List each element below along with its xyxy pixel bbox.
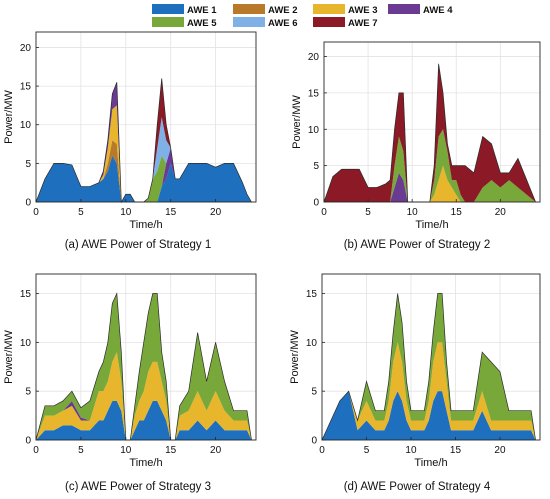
x-axis-label-b: Time/h bbox=[415, 219, 448, 231]
y-tick-label: 15 bbox=[20, 289, 32, 300]
legend-label-2: AWE 2 bbox=[268, 5, 298, 16]
legend-swatch-3 bbox=[313, 4, 345, 14]
legend-label-1: AWE 1 bbox=[187, 5, 217, 16]
panel-b: 0 5 10 15 20 0 5 10 15 20 Time/h Power/MW bbox=[291, 41, 541, 231]
caption-d: (d) AWE Power of Strategy 4 bbox=[344, 481, 491, 493]
x-tick-label: 20 bbox=[495, 207, 507, 218]
total-outline-d bbox=[321, 293, 536, 441]
caption-a: (a) AWE Power of Strategy 1 bbox=[65, 239, 212, 251]
area-awe-1-d bbox=[322, 391, 536, 440]
area-awe-1-a bbox=[36, 155, 252, 202]
total-outline-c bbox=[35, 292, 252, 441]
panel-a: 0 5 10 15 20 0 5 10 15 20 Time/h Power/MW bbox=[3, 31, 257, 231]
y-tick-label: 5 bbox=[313, 161, 319, 172]
axes-frame-b bbox=[323, 41, 541, 203]
caption-b: (b) AWE Power of Strategy 2 bbox=[344, 239, 491, 251]
legend: AWE 1 AWE 2 AWE 3 AWE 4 AWE 5 AWE 6 AWE 7 bbox=[152, 4, 453, 29]
legend-swatch-6 bbox=[233, 17, 265, 27]
x-tick-label: 10 bbox=[407, 207, 419, 218]
area-awe-5-c bbox=[36, 293, 252, 440]
legend-swatch-7 bbox=[313, 17, 345, 27]
axes-frame-d bbox=[321, 273, 541, 441]
axes-frame-c bbox=[35, 273, 257, 441]
y-tick-label: 10 bbox=[20, 120, 32, 131]
y-tick-label: 5 bbox=[25, 159, 31, 170]
legend-swatch-1 bbox=[152, 4, 184, 14]
area-awe-3-d bbox=[322, 342, 536, 440]
x-tick-label: 5 bbox=[365, 207, 371, 218]
y-axis-label-a: Power/MW bbox=[3, 89, 15, 143]
x-tick-label: 10 bbox=[120, 445, 132, 456]
y-tick-label: 0 bbox=[313, 198, 319, 209]
y-tick-label: 10 bbox=[306, 338, 318, 349]
legend-label-6: AWE 6 bbox=[268, 18, 298, 29]
x-tick-label: 15 bbox=[451, 207, 463, 218]
y-tick-label: 10 bbox=[308, 125, 320, 136]
x-tick-label: 0 bbox=[321, 207, 327, 218]
legend-label-4: AWE 4 bbox=[423, 5, 453, 16]
y-tick-label: 5 bbox=[311, 387, 317, 398]
x-tick-label: 20 bbox=[494, 445, 506, 456]
x-tick-label: 10 bbox=[405, 445, 417, 456]
axes-frame-a bbox=[35, 31, 257, 203]
x-tick-label: 5 bbox=[78, 445, 84, 456]
area-awe-3-c bbox=[36, 352, 252, 440]
y-axis-label-c: Power/MW bbox=[3, 329, 15, 383]
x-axis-label-d: Time/h bbox=[414, 457, 447, 469]
legend-swatch-5 bbox=[152, 17, 184, 27]
legend-label-3: AWE 3 bbox=[348, 5, 378, 16]
x-tick-label: 5 bbox=[364, 445, 370, 456]
y-axis-label-b: Power/MW bbox=[291, 94, 303, 148]
area-awe-5-b bbox=[324, 129, 536, 202]
x-tick-label: 5 bbox=[78, 207, 84, 218]
legend-swatch-2 bbox=[233, 4, 265, 14]
legend-label-7: AWE 7 bbox=[348, 18, 378, 29]
y-tick-label: 15 bbox=[308, 88, 320, 99]
y-tick-label: 0 bbox=[25, 198, 31, 209]
x-tick-label: 15 bbox=[165, 207, 177, 218]
y-tick-label: 0 bbox=[25, 436, 31, 447]
y-tick-label: 20 bbox=[20, 43, 32, 54]
legend-swatch-4 bbox=[388, 4, 420, 14]
y-tick-label: 15 bbox=[20, 82, 32, 93]
y-tick-label: 20 bbox=[308, 52, 320, 63]
x-tick-label: 0 bbox=[33, 207, 39, 218]
y-axis-label-d: Power/MW bbox=[289, 329, 301, 383]
area-awe-5-d bbox=[322, 293, 536, 440]
x-axis-label-a: Time/h bbox=[129, 219, 162, 231]
y-tick-label: 5 bbox=[25, 387, 31, 398]
x-tick-label: 15 bbox=[450, 445, 462, 456]
caption-c: (c) AWE Power of Strategy 3 bbox=[65, 481, 211, 493]
x-tick-label: 20 bbox=[210, 207, 222, 218]
legend-label-5: AWE 5 bbox=[187, 18, 217, 29]
y-tick-label: 15 bbox=[306, 289, 318, 300]
x-axis-label-c: Time/h bbox=[129, 457, 162, 469]
x-tick-label: 0 bbox=[33, 445, 39, 456]
area-awe-7-b bbox=[324, 63, 536, 203]
x-tick-label: 20 bbox=[210, 445, 222, 456]
x-tick-label: 15 bbox=[165, 445, 177, 456]
x-tick-label: 10 bbox=[120, 207, 132, 218]
y-tick-label: 10 bbox=[20, 338, 32, 349]
y-tick-label: 0 bbox=[311, 436, 317, 447]
x-tick-label: 0 bbox=[319, 445, 325, 456]
